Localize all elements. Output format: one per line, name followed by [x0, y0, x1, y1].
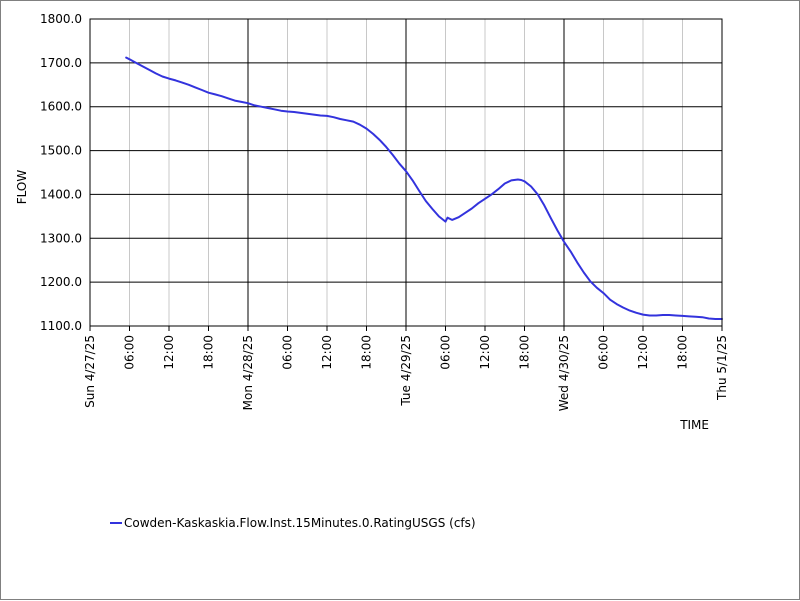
x-tick-label: Thu 5/1/25: [715, 335, 729, 401]
x-tick-label: 18:00: [518, 335, 532, 370]
y-axis-ticks: 1100.0 1200.0 1300.0 1400.0 1500.0 1600.0 1700…: [40, 12, 82, 333]
y-tick-label: 1600.0: [40, 100, 82, 114]
x-tick-label: 06:00: [439, 335, 453, 370]
x-tick-label: 12:00: [636, 335, 650, 370]
x-tick-label: Tue 4/29/25: [399, 335, 413, 407]
x-tick-label: 12:00: [478, 335, 492, 370]
y-tick-label: 1100.0: [40, 319, 82, 333]
y-tick-label: 1300.0: [40, 231, 82, 245]
x-tick-label: 06:00: [597, 335, 611, 370]
legend-swatch: [110, 522, 122, 524]
x-tick-label: 06:00: [281, 335, 295, 370]
legend: Cowden-Kaskaskia.Flow.Inst.15Minutes.0.R…: [110, 515, 476, 531]
x-tick-label: 12:00: [320, 335, 334, 370]
x-tick-label: Wed 4/30/25: [557, 335, 571, 411]
minor-grid: [129, 19, 683, 326]
major-grid: [90, 19, 722, 326]
series-layer: [125, 56, 723, 320]
x-axis-title: TIME: [679, 418, 709, 432]
y-tick-label: 1200.0: [40, 275, 82, 289]
x-tick-label: 18:00: [202, 335, 216, 370]
y-tick-label: 1500.0: [40, 144, 82, 158]
x-tick-label: 18:00: [676, 335, 690, 370]
y-tick-label: 1400.0: [40, 187, 82, 201]
y-tick-label: 1700.0: [40, 56, 82, 70]
x-tick-label: 06:00: [123, 335, 137, 370]
legend-label: Cowden-Kaskaskia.Flow.Inst.15Minutes.0.R…: [124, 516, 476, 530]
x-axis-ticks: Sun 4/27/25 06:00 12:00 18:00 Mon 4/28/25 06:…: [83, 326, 729, 411]
x-tick-label: 12:00: [162, 335, 176, 370]
x-tick-label: Sun 4/27/25: [83, 335, 97, 408]
y-axis-title: FLOW: [15, 170, 29, 205]
series-line: [125, 56, 723, 320]
y-tick-label: 1800.0: [40, 12, 82, 26]
x-tick-label: 18:00: [360, 335, 374, 370]
x-tick-label: Mon 4/28/25: [241, 335, 255, 410]
